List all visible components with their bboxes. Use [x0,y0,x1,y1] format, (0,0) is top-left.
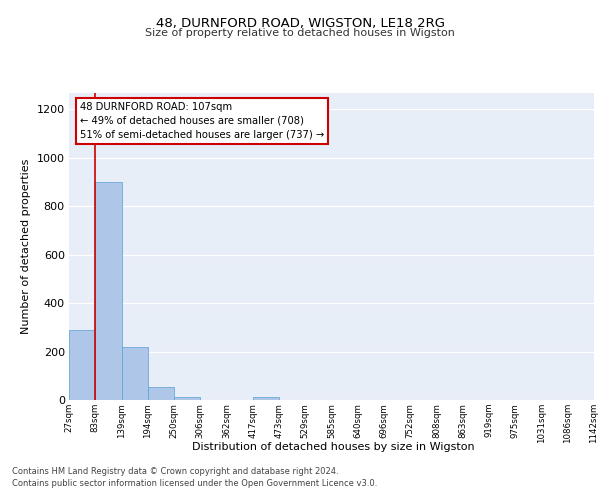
Text: 48 DURNFORD ROAD: 107sqm
← 49% of detached houses are smaller (708)
51% of semi-: 48 DURNFORD ROAD: 107sqm ← 49% of detach… [79,102,324,140]
Bar [148,386,174,400]
Bar [69,330,95,400]
Text: Contains HM Land Registry data © Crown copyright and database right 2024.: Contains HM Land Registry data © Crown c… [12,467,338,476]
Bar [174,397,200,400]
Text: 48, DURNFORD ROAD, WIGSTON, LE18 2RG: 48, DURNFORD ROAD, WIGSTON, LE18 2RG [155,18,445,30]
Y-axis label: Number of detached properties: Number of detached properties [21,158,31,334]
Bar [121,346,148,400]
Text: Distribution of detached houses by size in Wigston: Distribution of detached houses by size … [191,442,475,452]
Bar [253,397,279,400]
Text: Contains public sector information licensed under the Open Government Licence v3: Contains public sector information licen… [12,478,377,488]
Bar [95,182,121,400]
Text: Size of property relative to detached houses in Wigston: Size of property relative to detached ho… [145,28,455,38]
